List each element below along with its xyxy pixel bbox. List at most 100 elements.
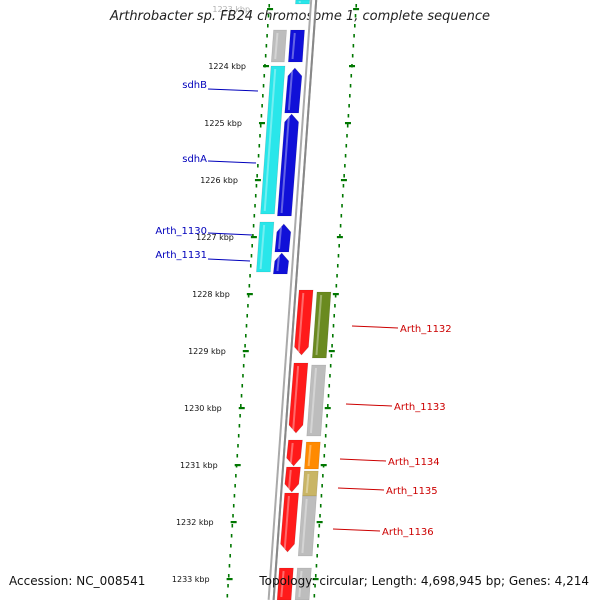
orf-dot-left: [267, 24, 269, 28]
gene-arrow-arth-1135[interactable]: [284, 466, 301, 493]
feature-olive-1132[interactable]: [311, 291, 332, 359]
gene-arrow-arth-1133[interactable]: [288, 362, 309, 434]
tick-mark: [226, 578, 233, 581]
gene-arrow-sdhB-shine: [287, 70, 294, 111]
gene-label-arth-1131[interactable]: Arth_1131: [155, 250, 207, 261]
feature-grey-1136[interactable]: [297, 495, 317, 557]
accession-text: Accession: NC_008541: [9, 574, 146, 588]
orf-dot-right: [314, 584, 316, 588]
gene-label-arth-1136[interactable]: Arth_1136: [382, 527, 434, 538]
gene-label-sdhb[interactable]: sdhB: [182, 80, 207, 91]
orf-dot-left: [237, 444, 239, 448]
orf-dot-right: [317, 544, 319, 548]
gene-label-arth-1134-leader: [339, 458, 387, 462]
orf-dot-left: [249, 274, 251, 278]
gene-arrow-arth-1131-shine: [276, 255, 280, 272]
map-title: Arthrobacter sp. FB24 chromosome 1, comp…: [109, 9, 491, 24]
feature-blue-top-shine: [291, 32, 296, 60]
orf-dot-right: [334, 304, 336, 308]
orf-dot-left: [265, 44, 268, 48]
feature-blue-top[interactable]: [287, 29, 305, 63]
orf-dot-left: [236, 454, 239, 458]
gene-arrow-arth-1134-shine: [289, 442, 294, 464]
gene-label-sdhb-leader: [207, 88, 259, 92]
orf-dot-right: [350, 74, 353, 78]
feature-blocks[interactable]: [256, 0, 332, 600]
gene-arrow-arth-1134[interactable]: [286, 439, 303, 467]
orf-dot-right: [335, 284, 338, 288]
orf-dot-left: [259, 124, 262, 128]
feature-cyan-sdh[interactable]: [260, 65, 286, 215]
orf-dot-left: [248, 284, 251, 288]
orf-dot-right: [334, 294, 337, 298]
gene-label-arth-1134[interactable]: Arth_1134: [388, 457, 440, 468]
feature-cyan-sdh-shine: [263, 68, 277, 212]
feature-grey-top[interactable]: [270, 29, 287, 63]
orf-dot-right: [313, 594, 316, 598]
orf-dot-right: [349, 94, 351, 98]
orf-dot-right: [333, 314, 336, 318]
orf-dot-right: [344, 164, 346, 168]
tick-mark: [254, 179, 261, 182]
gene-arrow-arth-1130-shine: [278, 226, 283, 250]
gene-label-arth-1130[interactable]: Arth_1130: [155, 226, 207, 237]
gene-arrow-arth-1131[interactable]: [272, 252, 290, 275]
orf-dot-left: [254, 194, 257, 198]
gene-arrow-arth-1136[interactable]: [280, 492, 300, 553]
orf-dot-left: [262, 84, 265, 88]
orf-dot-right: [329, 374, 331, 378]
orf-dot-left: [254, 204, 256, 208]
orf-dot-left: [237, 434, 240, 438]
feature-khaki-1135[interactable]: [302, 470, 319, 497]
feature-grey-1136-shine: [301, 498, 308, 554]
orf-dot-right: [331, 334, 334, 338]
bottom-fragment-red[interactable]: [276, 567, 294, 600]
orf-dot-left: [247, 304, 249, 308]
orf-dot-left: [262, 94, 264, 98]
feature-grey-1133[interactable]: [306, 364, 327, 437]
top-fragment-cyan[interactable]: [295, 0, 311, 5]
gene-arrow-arth-1132[interactable]: [294, 289, 314, 356]
gene-label-arth-1135[interactable]: Arth_1135: [386, 486, 438, 497]
bottom-fragment-grey[interactable]: [294, 567, 312, 600]
orf-dot-right: [354, 14, 357, 18]
gene-label-arth-1135-leader: [337, 487, 385, 491]
orf-dot-left: [247, 294, 250, 298]
gene-label-arth-1133[interactable]: Arth_1133: [394, 402, 446, 413]
orf-dot-left: [258, 144, 261, 148]
gene-labels[interactable]: sdhB sdhA Arth_1130 Arth_1131 Arth_1132 Arth_…: [155, 80, 451, 538]
tick-mark: [238, 407, 245, 410]
orf-dot-right: [322, 474, 324, 478]
tick-label: 1228 kbp: [192, 290, 230, 299]
orf-dot-left: [244, 334, 247, 338]
scale-ticks: 1223 kbp 1224 kbp 1225 kbp 1226 kbp 1227 kbp…: [172, 5, 360, 584]
orf-dot-right: [353, 34, 355, 38]
orf-dot-left: [259, 134, 261, 138]
orf-dot-right: [339, 234, 341, 238]
bottom-fragment-grey-shine: [298, 570, 303, 598]
orf-dot-right: [342, 184, 345, 188]
feature-grey-1133-shine: [309, 367, 317, 434]
orf-dot-left: [232, 504, 235, 508]
gene-arrow-arth-1135-shine: [287, 469, 292, 490]
orf-dot-left: [244, 344, 246, 348]
gene-arrow-sdhA[interactable]: [277, 113, 299, 217]
tick-label: 1231 kbp: [180, 461, 218, 470]
backbone-line: [272, 0, 318, 600]
gene-arrow-arth-1130[interactable]: [274, 223, 292, 253]
orf-dot-left: [243, 354, 246, 358]
orf-dot-right: [320, 494, 323, 498]
tick-mark: [230, 521, 237, 524]
feature-cyan-1130[interactable]: [256, 221, 275, 273]
gene-label-arth-1132[interactable]: Arth_1132: [400, 324, 452, 335]
orf-dot-right: [347, 114, 350, 118]
orf-dot-left: [238, 424, 241, 428]
feature-orange-1134[interactable]: [304, 441, 321, 470]
gene-arrow-sdhB[interactable]: [284, 67, 303, 114]
feature-olive-1132-shine: [315, 294, 323, 356]
orf-dot-left: [260, 114, 263, 118]
orf-dot-left: [240, 404, 242, 408]
gene-label-sdha[interactable]: sdhA: [182, 154, 207, 165]
tick-label: 1230 kbp: [184, 404, 222, 413]
